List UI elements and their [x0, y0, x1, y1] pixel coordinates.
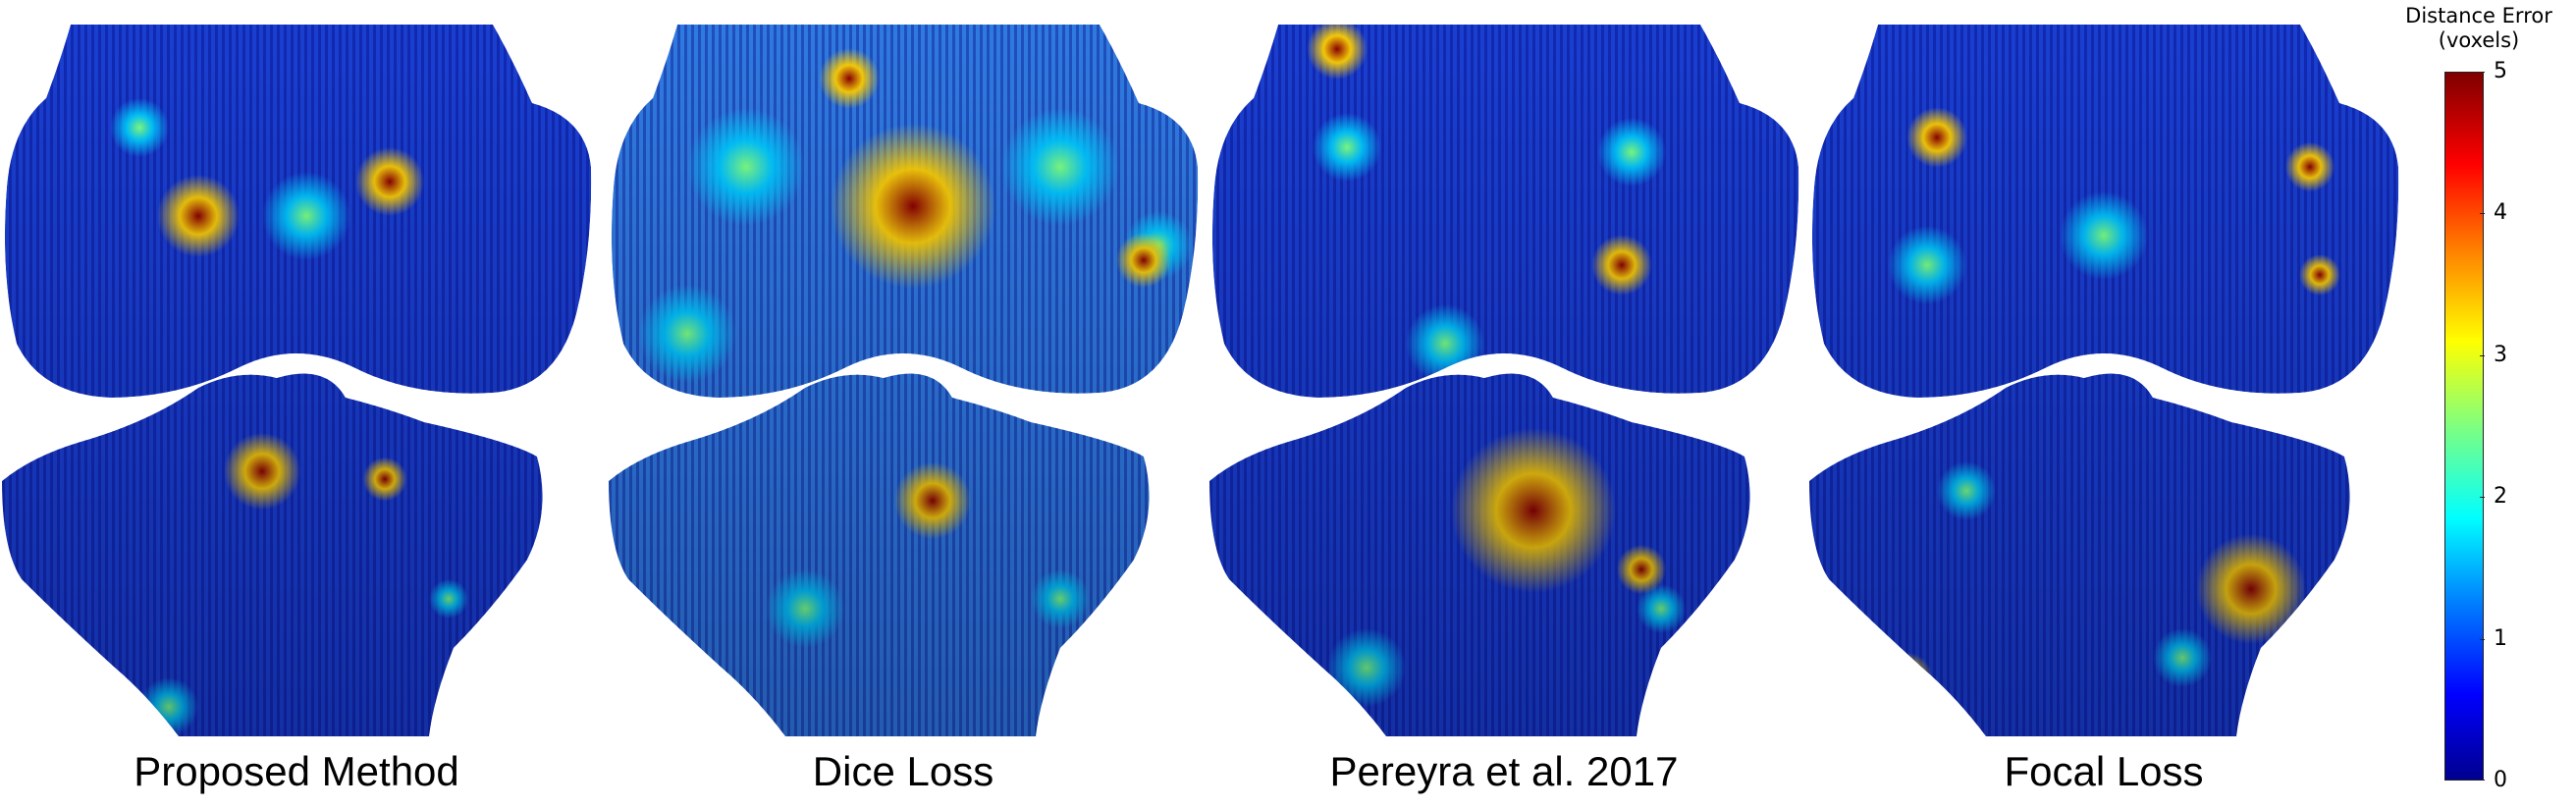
colorbar-tickmark-4 — [2480, 213, 2485, 214]
colorbar-tickmark-5 — [2480, 72, 2485, 73]
panel-dice-loss — [609, 20, 1199, 736]
colorbar-tick-2: 2 — [2494, 484, 2507, 509]
colorbar-title: Distance Error (voxels) — [2386, 4, 2572, 53]
colorbar — [2444, 72, 2484, 781]
panel-pereyra-2017 — [1209, 20, 1799, 736]
femur-surface — [1811, 25, 2399, 398]
panel-proposed-method — [2, 20, 592, 736]
colorbar-title-line1: Distance Error — [2405, 4, 2552, 27]
colorbar-tick-4: 4 — [2494, 200, 2507, 225]
femur-shading — [1811, 25, 2398, 398]
bone-surface-dice-loss — [609, 25, 1199, 736]
femur-shading — [1211, 25, 1798, 398]
caption-proposed-method: Proposed Method — [134, 748, 459, 794]
femur-surface — [1211, 25, 1799, 398]
bone-surface-pereyra-2017 — [1209, 25, 1799, 736]
bone-surface-focal-loss — [1809, 25, 2399, 736]
colorbar-title-line2: (voxels) — [2438, 28, 2520, 52]
caption-pereyra-2017: Pereyra et al. 2017 — [1329, 748, 1679, 794]
femur-surface — [4, 25, 592, 398]
femur-shading — [4, 25, 591, 398]
colorbar-tick-5: 5 — [2494, 59, 2507, 83]
colorbar-tickmark-0 — [2480, 780, 2485, 781]
femur-shading — [611, 25, 1198, 398]
caption-dice-loss: Dice Loss — [812, 748, 994, 794]
colorbar-tickmark-2 — [2480, 497, 2485, 498]
colorbar-tick-1: 1 — [2494, 626, 2507, 651]
caption-focal-loss: Focal Loss — [2004, 748, 2204, 794]
bone-surface-proposed-method — [2, 25, 592, 736]
colorbar-tickmark-3 — [2480, 355, 2485, 356]
panel-focal-loss — [1809, 20, 2399, 736]
colorbar-tick-0: 0 — [2494, 768, 2507, 792]
colorbar-tick-3: 3 — [2494, 343, 2507, 367]
colorbar-tickmark-1 — [2480, 639, 2485, 640]
femur-surface — [611, 25, 1199, 398]
